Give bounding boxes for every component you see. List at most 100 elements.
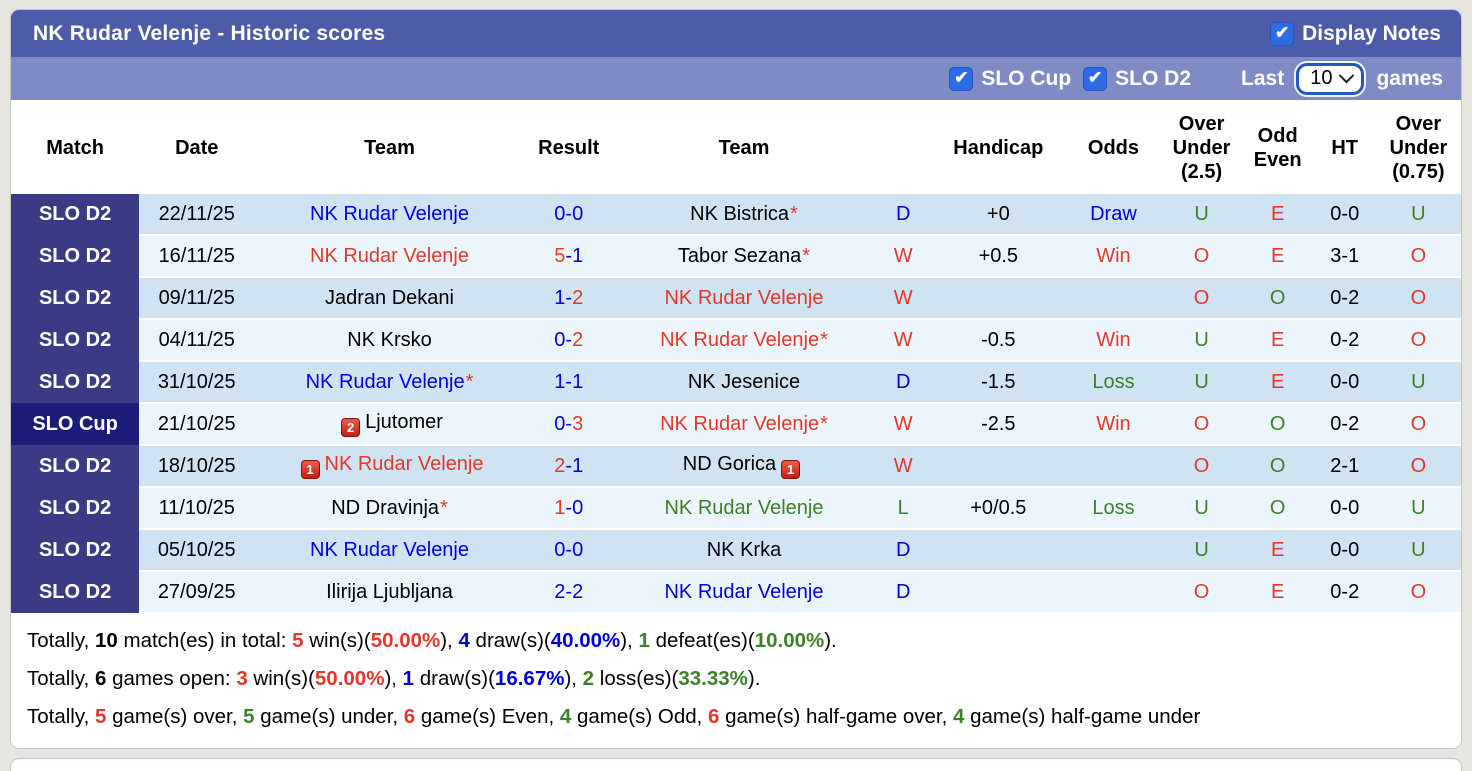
home-goals: 2 — [554, 580, 566, 603]
table-row: SLO D2 09/11/25 Jadran Dekani 1-2 NK Rudar V… — [11, 277, 1461, 320]
league-badge: SLO D2 — [11, 319, 140, 361]
summary-segment: game(s) Odd, — [571, 705, 709, 728]
col-odds: Odds — [1065, 100, 1162, 194]
half-time-score: 2-1 — [1313, 445, 1376, 488]
home-team-name: Ljutomer — [365, 411, 443, 433]
full-time-score: 2-2 — [524, 571, 613, 614]
score-dash: - — [565, 496, 573, 519]
summary-segment: loss(es)( — [594, 667, 679, 690]
home-team: 1 NK Rudar Velenje — [254, 445, 525, 488]
col-match: Match — [11, 100, 140, 194]
full-time-score: 1-1 — [524, 361, 613, 404]
away-team-name: NK Rudar Velenje — [660, 328, 820, 351]
home-team-name: Jadran Dekani — [325, 286, 454, 309]
home-team-name: Ilirija Ljubljana — [326, 580, 453, 603]
next-panel-edge — [10, 758, 1462, 771]
summary-segment: draw(s)( — [469, 629, 551, 652]
half-time-score: 0-0 — [1313, 361, 1376, 404]
result-letter: W — [875, 319, 932, 362]
odds-result — [1065, 529, 1162, 572]
home-goals: 0 — [554, 412, 566, 435]
col-date: Date — [139, 100, 255, 194]
summary-segment: win(s)( — [303, 629, 371, 652]
table-row: SLO D2 05/10/25 NK Rudar Velenje 0-0 NK Krka… — [11, 529, 1461, 572]
home-team: Jadran Dekani — [254, 277, 525, 320]
slo-d2-checkbox[interactable]: ✔ — [1083, 66, 1108, 91]
away-team-name: NK Rudar Velenje — [664, 580, 824, 603]
slo-cup-checkbox[interactable]: ✔ — [949, 66, 974, 91]
match-date: 04/11/25 — [139, 319, 255, 362]
away-goals: 2 — [572, 328, 584, 351]
score-dash: - — [565, 244, 573, 267]
match-date: 22/11/25 — [139, 194, 255, 236]
home-team-name: ND Dravinja — [331, 496, 440, 519]
full-time-score: 0-2 — [524, 319, 613, 362]
home-team: NK Rudar Velenje* — [254, 361, 525, 404]
summary-segment: 50.00% — [314, 667, 385, 690]
away-team: NK Rudar Velenje — [612, 277, 876, 320]
handicap-value — [931, 277, 1066, 320]
handicap-value: +0.5 — [931, 235, 1066, 278]
col-result: Result — [524, 100, 613, 194]
summary-segment: 1 — [402, 667, 415, 690]
home-goals: 1 — [554, 286, 566, 309]
away-goals: 3 — [572, 412, 584, 435]
odds-result: Win — [1065, 235, 1162, 278]
odds-result — [1065, 571, 1162, 614]
match-date: 16/11/25 — [139, 235, 255, 278]
odd-even: E — [1241, 361, 1314, 404]
over-under-2-5: O — [1161, 277, 1242, 320]
over-under-2-5: U — [1161, 361, 1242, 404]
odd-even: E — [1241, 235, 1314, 278]
handicap-value — [931, 571, 1066, 614]
games-count-select[interactable]: 10 — [1296, 62, 1365, 95]
slo-d2-toggle[interactable]: ✔ SLO D2 — [1083, 66, 1191, 91]
summary-segment: Totally, — [27, 629, 95, 652]
summary-segment: 5 — [292, 629, 304, 652]
handicap-value: -1.5 — [931, 361, 1066, 404]
summary-segment: 2 — [582, 667, 595, 690]
over-under-2-5: O — [1161, 235, 1242, 278]
half-time-score: 0-0 — [1313, 529, 1376, 572]
check-icon: ✔ — [954, 68, 969, 87]
slo-cup-toggle[interactable]: ✔ SLO Cup — [949, 66, 1072, 91]
half-time-score: 0-2 — [1313, 277, 1376, 320]
scores-table: Match Date Team Result Team Handicap Odds Over … — [11, 100, 1461, 614]
over-under-0-75: O — [1375, 571, 1461, 614]
away-team: NK Rudar Velenje — [612, 571, 876, 614]
home-team-name: NK Rudar Velenje — [310, 244, 469, 267]
summary-segment: game(s) half-game over, — [719, 705, 953, 728]
over-under-0-75: O — [1375, 235, 1461, 278]
col-odd-even: Odd Even — [1241, 100, 1314, 194]
summary-segment: defeat(es)( — [649, 629, 755, 652]
summary-segment: game(s) Even, — [415, 705, 560, 728]
odd-even: E — [1241, 529, 1314, 572]
summary-segment: match(es) in total: — [117, 629, 293, 652]
display-notes-checkbox[interactable]: ✔ — [1270, 21, 1295, 46]
away-team-name: NK Rudar Velenje — [664, 286, 824, 309]
odds-result: Loss — [1065, 487, 1162, 530]
odd-even: E — [1241, 194, 1314, 236]
odd-even: E — [1241, 571, 1314, 614]
match-date: 21/10/25 — [139, 403, 255, 446]
full-time-score: 1-0 — [524, 487, 613, 530]
promotion-star: * — [820, 412, 828, 435]
odds-result — [1065, 277, 1162, 320]
over-under-0-75: O — [1375, 403, 1461, 446]
historic-scores-panel: NK Rudar Velenje - Historic scores ✔ Dis… — [10, 9, 1462, 749]
slo-cup-label: SLO Cup — [981, 66, 1072, 90]
away-goals: 0 — [572, 538, 584, 561]
table-row: SLO D2 04/11/25 NK Krsko 0-2 NK Rudar Velenj… — [11, 319, 1461, 362]
display-notes-toggle[interactable]: ✔ Display Notes — [1270, 21, 1441, 46]
home-goals: 1 — [554, 496, 566, 519]
col-ht: HT — [1313, 100, 1376, 194]
handicap-value: -0.5 — [931, 319, 1066, 362]
result-letter: W — [875, 403, 932, 446]
half-time-score: 0-2 — [1313, 319, 1376, 362]
table-row: SLO Cup 21/10/25 2 Ljutomer 0-3 NK Rudar Vele… — [11, 403, 1461, 446]
result-letter: W — [875, 445, 932, 488]
result-letter: W — [875, 235, 932, 278]
match-date: 11/10/25 — [139, 487, 255, 530]
odds-result: Win — [1065, 319, 1162, 362]
away-goals: 1 — [572, 244, 584, 267]
